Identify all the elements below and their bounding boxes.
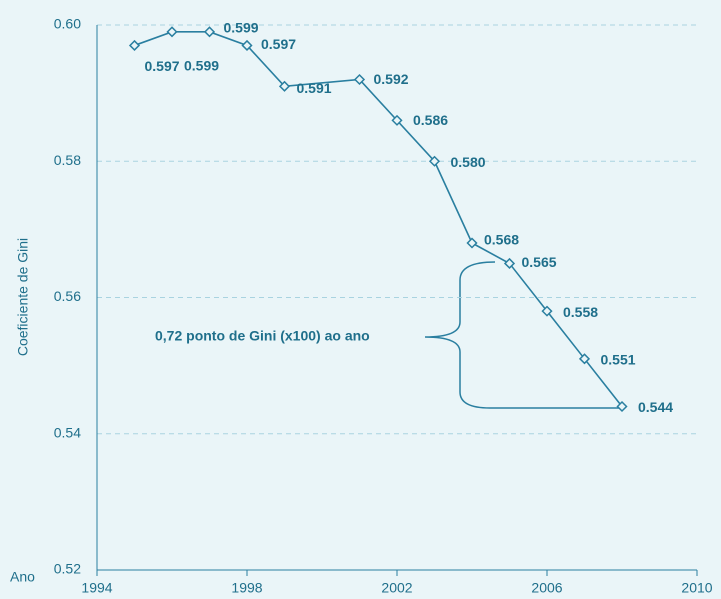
annotation: 0,72 ponto de Gini (x100) ao ano — [155, 328, 370, 344]
x-tick-label: 1998 — [231, 580, 262, 596]
point — [278, 80, 291, 92]
brace — [424, 261, 620, 409]
point — [466, 237, 478, 249]
data-label: 0.580 — [451, 154, 486, 170]
y-tick-label: 0.56 — [54, 288, 81, 304]
point — [203, 26, 216, 38]
point — [541, 305, 553, 317]
line — [134, 31, 623, 407]
y-tick-label: 0.52 — [54, 561, 81, 577]
point — [428, 155, 441, 167]
data-label: 0.597 — [145, 58, 180, 74]
data-label: 0.551 — [601, 352, 636, 368]
point — [503, 257, 516, 269]
data-label: 0.544 — [638, 399, 673, 415]
y-axis-label: Coeficiente de Gini — [15, 238, 31, 356]
x-axis-label: Ano — [10, 569, 35, 585]
x-tick-label: 1994 — [81, 580, 112, 596]
data-label: 0.599 — [184, 58, 219, 74]
y-tick-label: 0.60 — [54, 16, 81, 32]
point — [578, 353, 591, 365]
data-label: 0.558 — [563, 304, 598, 320]
y-tick-label: 0.58 — [54, 152, 81, 168]
x-tick-label: 2006 — [531, 580, 562, 596]
data-label: 0.568 — [484, 232, 519, 248]
point — [353, 73, 366, 86]
point — [166, 26, 178, 38]
point — [241, 39, 253, 51]
data-label: 0.597 — [261, 36, 296, 52]
y-tick-label: 0.54 — [54, 424, 81, 440]
point — [616, 400, 628, 413]
data-label: 0.592 — [374, 71, 409, 87]
data-label: 0.565 — [522, 254, 557, 270]
x-tick-label: 2010 — [681, 580, 712, 596]
data-label: 0.591 — [297, 80, 332, 96]
data-label: 0.599 — [224, 20, 259, 36]
x-tick-label: 2002 — [381, 580, 412, 596]
point — [128, 39, 141, 51]
data-label: 0.586 — [413, 112, 448, 128]
point — [391, 114, 403, 126]
